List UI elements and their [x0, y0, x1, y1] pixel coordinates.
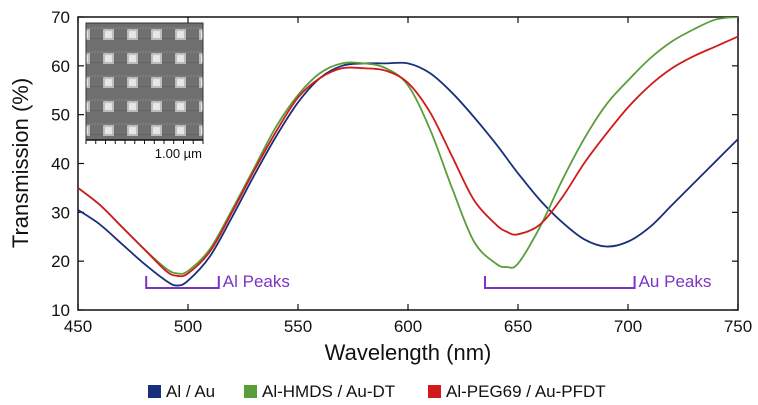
annotation-bracket — [145, 276, 220, 290]
legend-label: Al / Au — [166, 382, 215, 401]
y-tick-label: 70 — [51, 8, 70, 27]
inset-scale-ticks — [85, 139, 204, 144]
x-tick-label: 450 — [64, 317, 92, 336]
x-axis-title: Wavelength (nm) — [325, 340, 492, 365]
series-line-0 — [78, 61, 738, 287]
annotation-label: Au Peaks — [639, 272, 712, 291]
series-line-1 — [78, 17, 738, 275]
inset-micrograph — [85, 22, 204, 141]
y-tick-label: 40 — [51, 155, 70, 174]
y-tick-labels: 10 20 30 40 50 60 70 — [51, 8, 70, 320]
x-tick-label: 550 — [284, 317, 312, 336]
series-lines — [78, 17, 738, 287]
x-tick-label: 750 — [724, 317, 752, 336]
x-tick-label: 650 — [504, 317, 532, 336]
y-tick-label: 50 — [51, 106, 70, 125]
inset-scale-label: 1.00 µm — [155, 146, 202, 161]
legend-swatch — [244, 385, 257, 398]
x-tick-label: 600 — [394, 317, 422, 336]
inset-image: 1.00 µm — [85, 22, 204, 161]
x-tick-label: 500 — [174, 317, 202, 336]
legend-swatch — [428, 385, 441, 398]
y-axis-title: Transmission (%) — [8, 78, 33, 248]
annotation-bracket — [484, 276, 636, 290]
series-line-2 — [78, 35, 738, 278]
legend: Al / Au Al-HMDS / Au-DT Al-PEG69 / Au-PFDT — [148, 382, 606, 401]
legend-label: Al-PEG69 / Au-PFDT — [446, 382, 606, 401]
y-tick-label: 30 — [51, 203, 70, 222]
y-tick-label: 20 — [51, 252, 70, 271]
x-tick-label: 700 — [614, 317, 642, 336]
legend-swatch — [148, 385, 161, 398]
annotations: Al Peaks Au Peaks — [145, 272, 712, 291]
x-tick-labels: 450 500 550 600 650 700 750 — [64, 317, 752, 336]
annotation-label: Al Peaks — [223, 272, 290, 291]
legend-label: Al-HMDS / Au-DT — [262, 382, 395, 401]
y-tick-label: 10 — [51, 301, 70, 320]
y-tick-label: 60 — [51, 57, 70, 76]
